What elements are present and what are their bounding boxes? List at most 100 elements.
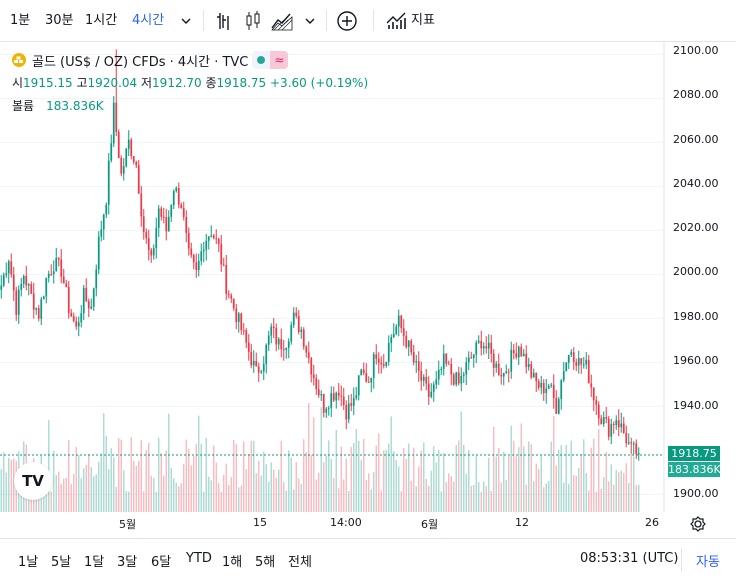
candle [417,361,420,372]
candle-chart-icon[interactable] [241,8,265,34]
volume-bar [10,459,12,512]
volume-bar [105,435,107,512]
volume-bar [268,481,270,512]
volume-bar [193,455,195,512]
market-status-pill[interactable]: ≈ [252,51,289,69]
candle [467,357,470,363]
volume-bar [258,460,260,512]
volume-bar [598,429,600,512]
volume-bar [208,476,210,512]
candle [312,374,315,379]
range-ytd[interactable]: YTD [186,551,212,566]
candle [212,235,215,239]
candle [230,295,233,299]
candle [292,312,295,326]
volume-bar [63,478,65,512]
utc-clock[interactable]: 08:53:31 (UTC) [580,551,679,566]
candle [297,316,300,332]
volume-bar [315,479,317,512]
candle [37,308,40,319]
volume-bar [365,479,367,512]
candle [255,360,258,367]
open-label: 시 [12,76,24,90]
candle [45,277,48,297]
volume-bar [240,485,242,512]
volume-bar [223,474,225,512]
range-5y[interactable]: 5해 [255,555,276,570]
volume-bar [520,423,522,512]
volume-bar [325,455,327,512]
candle [572,352,575,362]
candle [407,340,410,348]
range-all[interactable]: 전체 [288,555,312,570]
volume-bar [255,473,257,512]
interval-30m[interactable]: 30분 [45,13,74,28]
volume-bar [545,483,547,512]
range-1d[interactable]: 1날 [18,555,39,570]
candle [402,328,405,336]
volume-bar [333,477,335,512]
candle [12,274,15,291]
symbol-title[interactable]: 골드 (US$ / OZ) CFDs · 4시간 · TVC [32,54,249,70]
volume-bar [488,458,490,512]
range-5d[interactable]: 5날 [51,555,72,570]
indicators-icon[interactable] [384,8,408,34]
price-chart[interactable] [0,42,736,538]
volume-bar [353,443,355,512]
volume-bar [170,467,172,512]
settings-gear-icon[interactable] [690,516,706,532]
volume-bar [418,466,420,512]
range-1y[interactable]: 1해 [222,555,243,570]
time-tick: 15 [253,516,267,529]
candle [205,240,208,250]
candle [17,289,20,315]
candle [530,364,533,378]
volume-bar [615,470,617,512]
candle [517,346,520,358]
time-tick: 26 [645,516,659,529]
range-6m[interactable]: 6달 [151,555,172,570]
candle [247,342,250,352]
volume-bar [215,462,217,512]
bar-chart-icon[interactable] [212,8,236,34]
add-circle-icon[interactable] [335,8,359,34]
tradingview-logo[interactable]: TV [14,462,52,500]
range-1m[interactable]: 1달 [84,555,105,570]
volume-bar [405,459,407,512]
candle [337,392,340,396]
candle [552,384,555,398]
volume-bar [148,442,150,512]
volume-bar [443,453,445,512]
price-tick: 1980.00 [673,310,719,323]
volume-bar [50,491,52,512]
candle [340,395,343,397]
indicators-button[interactable]: 지표 [411,13,435,28]
candle [487,342,490,349]
interval-1m[interactable]: 1분 [10,13,31,28]
interval-1h[interactable]: 1시간 [85,13,118,28]
volume-bar [150,475,152,512]
volume-bar [560,444,562,512]
volume-bar [588,490,590,512]
volume-bar [198,415,200,512]
candle [10,261,13,275]
volume-bar [80,478,82,512]
chevron-down-icon[interactable] [174,8,198,34]
volume-bar [628,483,630,512]
area-chart-icon[interactable] [270,8,294,34]
candle [550,384,553,386]
volume-bar [360,460,362,512]
chevron-down-icon[interactable] [298,8,322,34]
volume-bar [420,450,422,512]
candle [617,420,620,428]
range-3m[interactable]: 3달 [117,555,138,570]
interval-4h[interactable]: 4시간 [132,13,165,28]
auto-scale-button[interactable]: 자동 [696,555,720,570]
volume-bar [283,482,285,512]
candle [170,205,173,217]
candle [362,369,365,374]
candle [305,346,308,353]
candle [270,326,273,336]
chart-legend: 골드 (US$ / OZ) CFDs · 4시간 · TVC ≈ [12,50,289,70]
candle [272,326,275,329]
